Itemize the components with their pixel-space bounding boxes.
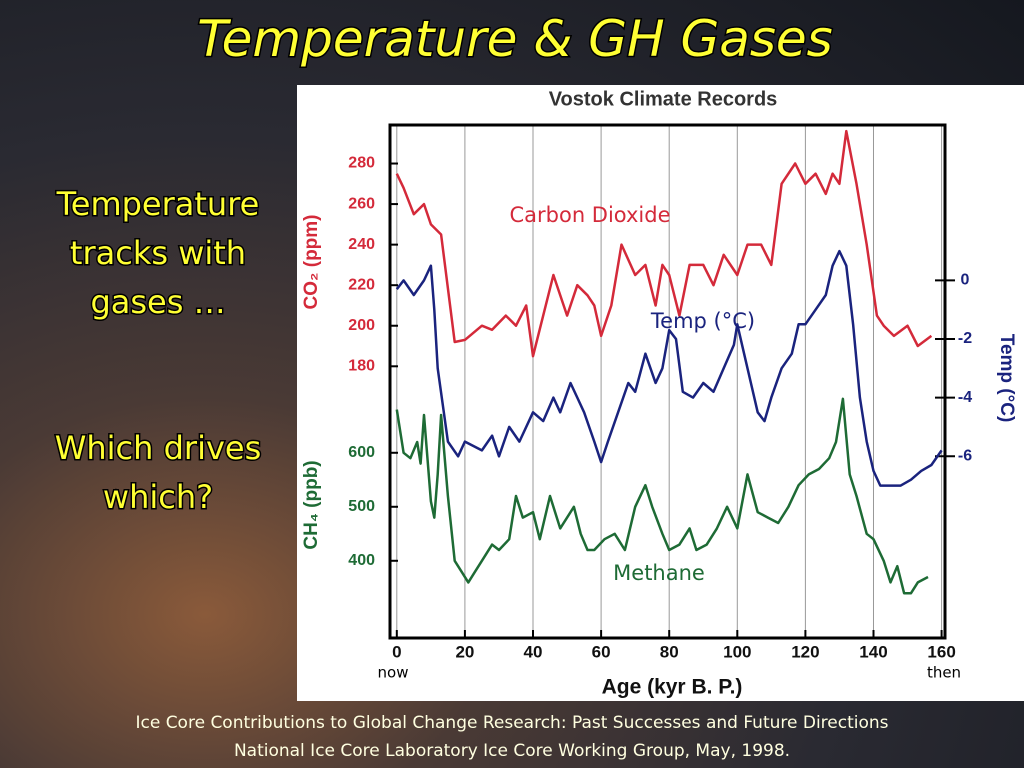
chart-title: Vostok Climate Records [549,88,778,110]
series-label: Carbon Dioxide [509,203,670,227]
series-label: Temp (°C) [650,309,755,333]
x-tick-label: 80 [660,642,679,661]
y2-tick-label: -2 [958,330,972,347]
annotation: then [927,664,961,682]
x-tick-label: 40 [524,642,543,661]
y3-axis-label: CH₄ (ppb) [301,460,322,549]
y-tick-label: 280 [348,155,375,172]
y-tick-label: 220 [348,276,375,293]
bullet-line: Temperature [56,185,260,223]
series-line [395,249,943,487]
x-tick-label: 140 [859,642,887,661]
y-axis-label: CO₂ (ppm) [301,215,322,310]
y-tick-label: 240 [348,236,375,253]
citation: National Ice Core Laboratory Ice Core Wo… [234,741,790,761]
y-tick-label: 200 [348,317,375,334]
y-tick-label: 600 [348,444,375,461]
plot-frame [388,123,947,640]
y-tick-label: 180 [348,358,375,375]
bullet-line: Which drives [55,429,262,467]
chart-panel [297,85,1024,701]
citation: Ice Core Contributions to Global Change … [135,713,888,733]
y-tick-label: 400 [348,552,375,569]
x-tick-label: 100 [723,642,751,661]
x-axis-label: Age (kyr B. P.) [602,676,743,699]
y-tick-label: 260 [348,195,375,212]
series-line [395,129,933,358]
bullet-line: which? [103,478,213,516]
series-label: Methane [613,561,705,585]
bullet-line: tracks with [70,234,246,272]
y2-axis-label: Temp (°C) [996,334,1017,423]
series-line [395,397,929,595]
x-tick-label: 160 [927,642,955,661]
y2-tick-label: -6 [958,447,972,464]
x-tick-label: 60 [592,642,611,661]
annotation: now [378,664,409,682]
x-tick-label: 120 [791,642,819,661]
y2-tick-label: -4 [958,389,972,406]
x-tick-label: 0 [392,642,401,661]
y-tick-label: 500 [348,498,375,515]
x-tick-label: 20 [455,642,474,661]
y2-tick-label: 0 [961,272,970,289]
slide-title: Temperature & GH Gases [197,10,832,68]
bullet-line: gases … [90,283,225,321]
